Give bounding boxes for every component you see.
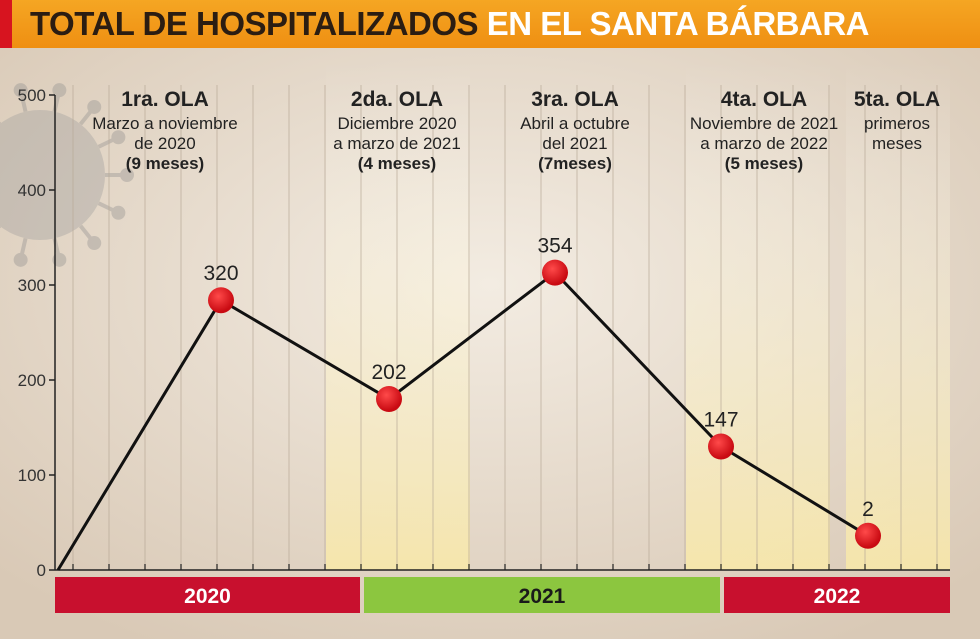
- data-point: [708, 433, 734, 460]
- data-point: [376, 386, 402, 412]
- wave-period: Diciembre 2020: [337, 114, 457, 133]
- chart-title: TOTAL DE HOSPITALIZADOS EN EL SANTA BÁRB…: [30, 5, 869, 43]
- wave-period: Abril a octubre: [520, 114, 630, 133]
- year-label: 2021: [519, 585, 566, 608]
- wave-period: Noviembre de 2021: [689, 114, 839, 133]
- title-bar: TOTAL DE HOSPITALIZADOS EN EL SANTA BÁRB…: [0, 0, 980, 48]
- year-bar: [364, 577, 720, 613]
- year-bar: [724, 577, 950, 613]
- year-label: 2020: [184, 585, 231, 608]
- year-label: 2022: [814, 585, 861, 608]
- y-tick-label: 300: [18, 276, 46, 295]
- virus-spike: [18, 89, 28, 113]
- virus-spike-tip: [13, 83, 28, 98]
- virus-spike-tip: [120, 168, 134, 182]
- virus-spike-tip: [52, 83, 67, 98]
- virus-spike-tip: [52, 252, 67, 267]
- wave-duration: (9 meses): [125, 154, 205, 173]
- title-accent-mark: [0, 0, 12, 48]
- wave-period: a marzo de 2021: [333, 134, 461, 153]
- highlight-band: [686, 60, 830, 570]
- data-point: [855, 522, 881, 549]
- y-tick-label: 0: [37, 561, 46, 580]
- virus-spike: [78, 105, 96, 126]
- wave-name: 3ra. OLA: [531, 88, 619, 111]
- highlight-band: [326, 60, 470, 570]
- virus-spike: [78, 224, 96, 245]
- y-tick-label: 500: [18, 86, 46, 105]
- wave-duration: (7meses): [538, 154, 612, 173]
- y-tick-label: 200: [18, 371, 46, 390]
- y-tick-label: 400: [18, 181, 46, 200]
- virus-body: [0, 110, 105, 240]
- wave-annotation: 3ra. OLA Abril a octubre del 2021 (7meses): [500, 88, 650, 174]
- wave-period: Marzo a noviembre: [92, 114, 238, 133]
- highlight-band: [846, 60, 950, 570]
- data-label: 147: [703, 409, 738, 432]
- wave-period: primeros: [863, 114, 931, 133]
- wave-name: 5ta. OLA: [853, 88, 941, 111]
- wave-period: meses: [871, 134, 923, 153]
- data-point: [208, 287, 234, 314]
- wave-name: 1ra. OLA: [121, 88, 209, 111]
- wave-period: del 2021: [542, 134, 608, 153]
- wave-period: a marzo de 2022: [700, 134, 828, 153]
- virus-spike-tip: [87, 236, 102, 251]
- wave-period: de 2020: [134, 134, 196, 153]
- data-label: 2: [862, 498, 874, 521]
- virus-spike-tip: [111, 205, 126, 220]
- wave-annotation: 2da. OLA Diciembre 2020 a marzo de 2021 (4 …: [322, 88, 472, 174]
- virus-spike-tip: [13, 252, 28, 267]
- chart-title-part1: TOTAL DE HOSPITALIZADOS: [30, 5, 479, 42]
- data-point: [542, 259, 568, 286]
- data-label: 320: [203, 262, 238, 285]
- chart-title-part2: EN EL SANTA BÁRBARA: [486, 5, 870, 42]
- data-label: 354: [537, 235, 572, 258]
- wave-annotation: 5ta. OLA primeros meses: [847, 88, 947, 154]
- wave-duration: (5 meses): [724, 154, 804, 173]
- data-label: 202: [371, 361, 406, 384]
- wave-duration: (4 meses): [357, 154, 437, 173]
- virus-spike: [18, 237, 28, 261]
- virus-spike-tip: [111, 130, 126, 145]
- y-tick-label: 100: [18, 466, 46, 485]
- wave-annotation: 4ta. OLA Noviembre de 2021 a marzo de 2022…: [679, 88, 849, 174]
- wave-name: 2da. OLA: [350, 88, 444, 111]
- virus-decoration-icon: [0, 83, 134, 267]
- year-bar: [55, 577, 360, 613]
- wave-annotation: 1ra. OLA Marzo a noviembre de 2020 (9 meses…: [75, 88, 255, 174]
- virus-spike: [97, 135, 120, 149]
- virus-spike: [97, 201, 120, 215]
- virus-spike-tip: [87, 99, 102, 114]
- series-line: [56, 271, 869, 571]
- wave-name: 4ta. OLA: [720, 88, 808, 111]
